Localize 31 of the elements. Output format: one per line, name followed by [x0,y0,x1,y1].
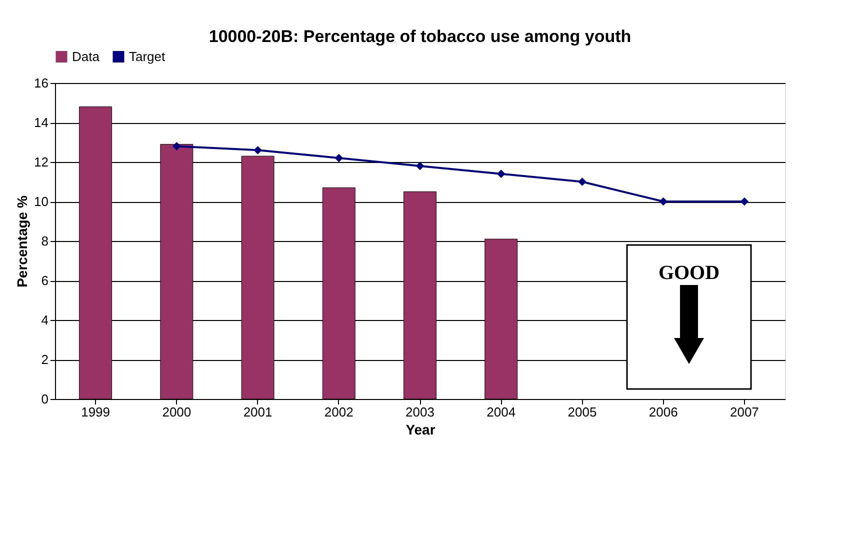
point [740,197,749,206]
y-axis-title: Percentage % [14,195,30,288]
x-tick-label: 2001 [243,404,272,420]
x-tick-label: 2004 [486,404,516,420]
point [578,178,586,186]
x-tick-label: 1999 [81,404,110,420]
y-tick-label: 14 [34,115,48,130]
y-tick-label: 0 [41,392,48,406]
y-tick-label: 10 [34,194,48,209]
y-tick-label: 2 [41,352,48,367]
y-tick-label: 4 [41,312,48,328]
y-tick-label: 6 [41,273,48,288]
point [416,162,424,170]
chart-title: 10000-20B: Percentage of tobacco use among youth [208,27,632,46]
legend-label: Target [129,48,166,64]
x-axis-title: Year [406,422,436,438]
x-tick-label: 2006 [648,404,678,420]
y-tick-label: 12 [34,154,48,170]
y-tick-label: 16 [34,76,48,90]
legend-label: Data [72,48,100,64]
x-tick-label: 2007 [730,404,759,420]
x-tick-label: 2002 [324,404,354,420]
annotation: GOOD [658,262,720,284]
x-tick-label: 2003 [406,404,434,420]
point [172,142,181,150]
point [496,170,506,178]
point [334,154,344,162]
y-tick-label: 8 [41,234,48,248]
x-tick-label: 2000 [162,404,192,420]
x-tick-label: 2005 [568,404,597,420]
point [254,146,262,154]
